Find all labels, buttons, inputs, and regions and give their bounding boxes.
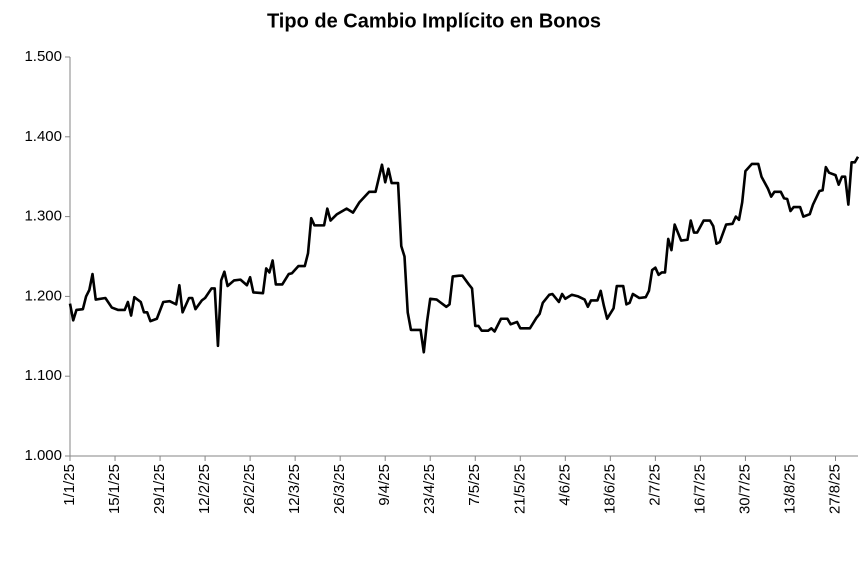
x-tick-label: 21/5/25 — [511, 464, 528, 514]
x-tick-label: 9/4/25 — [376, 464, 393, 506]
x-tick-label: 2/7/25 — [646, 464, 663, 506]
y-tick-label: 1.100 — [24, 367, 62, 384]
y-tick-label: 1.500 — [24, 48, 62, 65]
x-tick-label: 1/1/25 — [61, 464, 78, 506]
x-tick-label: 12/2/25 — [196, 464, 213, 514]
x-tick-label: 30/7/25 — [736, 464, 753, 514]
x-tick-label: 23/4/25 — [421, 464, 438, 514]
y-tick-label: 1.400 — [24, 128, 62, 145]
x-tick-label: 26/2/25 — [241, 464, 258, 514]
x-tick-label: 27/8/25 — [826, 464, 843, 514]
y-tick-label: 1.300 — [24, 208, 62, 225]
y-tick-label: 1.200 — [24, 287, 62, 304]
x-tick-label: 13/8/25 — [781, 464, 798, 514]
y-tick-label: 1.000 — [24, 447, 62, 464]
x-tick-label: 18/6/25 — [601, 464, 618, 514]
x-tick-label: 7/5/25 — [466, 464, 483, 506]
x-tick-label: 16/7/25 — [691, 464, 708, 514]
line-series — [68, 156, 860, 354]
x-tick-label: 12/3/25 — [286, 464, 303, 514]
x-tick-label: 26/3/25 — [331, 464, 348, 514]
chart-title: Tipo de Cambio Implícito en Bonos — [267, 10, 601, 32]
x-tick-label: 29/1/25 — [151, 464, 168, 514]
x-tick-label: 15/1/25 — [106, 464, 123, 514]
x-tick-label: 4/6/25 — [556, 464, 573, 506]
